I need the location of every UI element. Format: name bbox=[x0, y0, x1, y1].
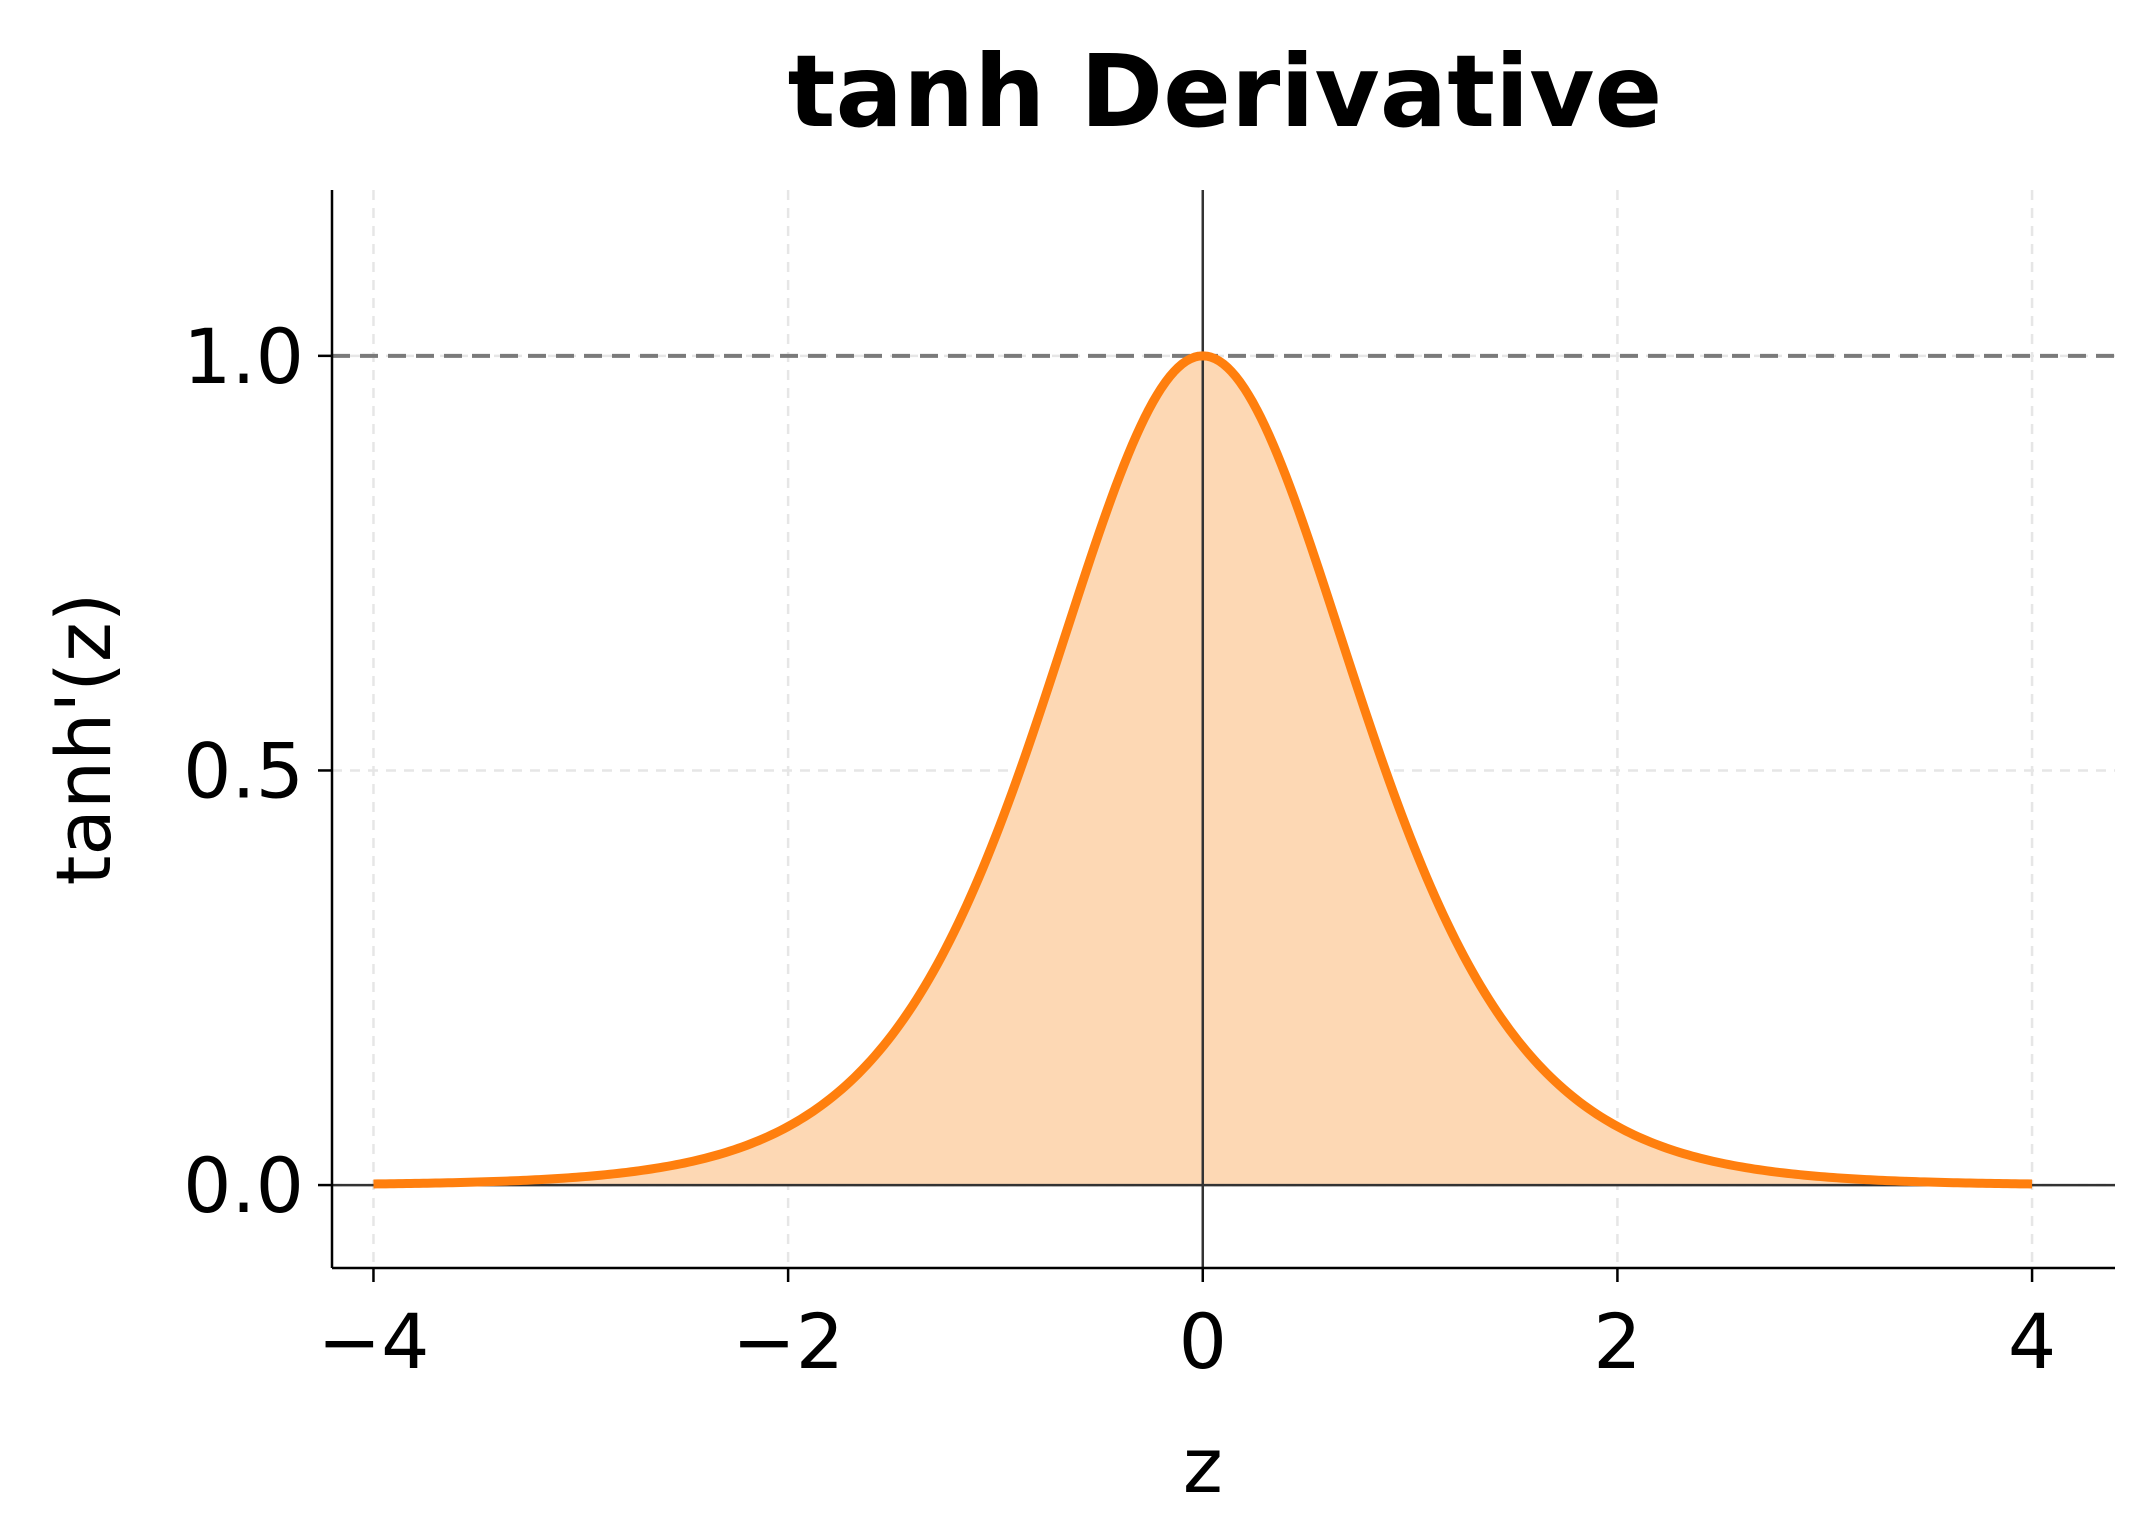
tanh-derivative-curve bbox=[373, 351, 2033, 1189]
y-tick-label: 1.0 bbox=[183, 312, 304, 401]
x-axis-ticks: −4 −2 0 2 4 bbox=[317, 1268, 2056, 1386]
x-axis-label: z bbox=[1183, 1421, 1223, 1510]
chart-title: tanh Derivative bbox=[788, 33, 1663, 150]
y-tick-label: 0.5 bbox=[183, 726, 304, 815]
x-tick-label: 2 bbox=[1593, 1297, 1641, 1386]
axes-spines bbox=[330, 190, 2115, 1270]
y-axis-ticks: 0.0 0.5 1.0 bbox=[183, 312, 332, 1230]
x-tick-label: −4 bbox=[317, 1297, 429, 1386]
y-axis-label: tanh'(z) bbox=[39, 593, 128, 886]
x-tick-label: −2 bbox=[732, 1297, 844, 1386]
x-tick-label: 0 bbox=[1179, 1297, 1227, 1386]
y-tick-label: 0.0 bbox=[183, 1141, 304, 1230]
x-tick-label: 4 bbox=[2008, 1297, 2056, 1386]
